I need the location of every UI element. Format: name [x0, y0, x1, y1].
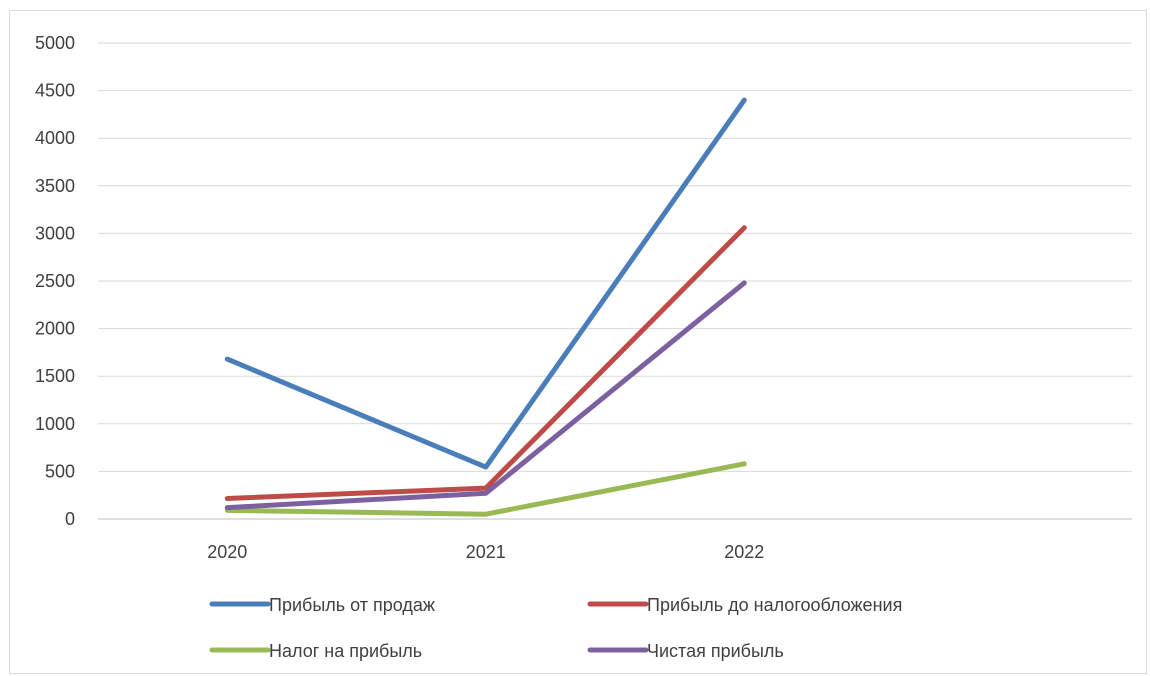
legend-label: Налог на прибыль	[269, 641, 422, 661]
y-tick-label: 2000	[35, 319, 75, 339]
y-tick-label: 3000	[35, 223, 75, 243]
gridlines	[98, 42, 1132, 520]
y-axis-ticks: 0 500 1000 1500 2000 2500 3000 3500 4000 4500 5000	[35, 33, 75, 529]
y-tick-label: 4500	[35, 81, 75, 101]
y-tick-label: 5000	[35, 33, 75, 53]
legend-label: Прибыль от продаж	[269, 595, 435, 615]
y-tick-label: 500	[45, 461, 75, 481]
y-tick-label: 4000	[35, 128, 75, 148]
y-tick-label: 3500	[35, 176, 75, 196]
y-tick-label: 0	[65, 509, 75, 529]
x-tick-label: 2022	[724, 542, 764, 562]
x-tick-label: 2020	[207, 542, 247, 562]
series-line	[224, 97, 747, 470]
y-tick-label: 1500	[35, 366, 75, 386]
x-axis-ticks: 2020 2021 2022	[207, 542, 764, 562]
legend-label: Прибыль до налогообложения	[647, 595, 902, 615]
y-tick-label: 1000	[35, 414, 75, 434]
legend: Прибыль от продаж Прибыль до налогообложе…	[209, 595, 902, 661]
series-lines	[224, 97, 747, 517]
legend-label: Чистая прибыль	[647, 641, 784, 661]
chart-frame	[9, 10, 1147, 674]
x-tick-label: 2021	[466, 542, 506, 562]
y-tick-label: 2500	[35, 271, 75, 291]
series-line	[224, 225, 747, 501]
series-line	[224, 461, 747, 517]
series-line	[224, 280, 747, 511]
